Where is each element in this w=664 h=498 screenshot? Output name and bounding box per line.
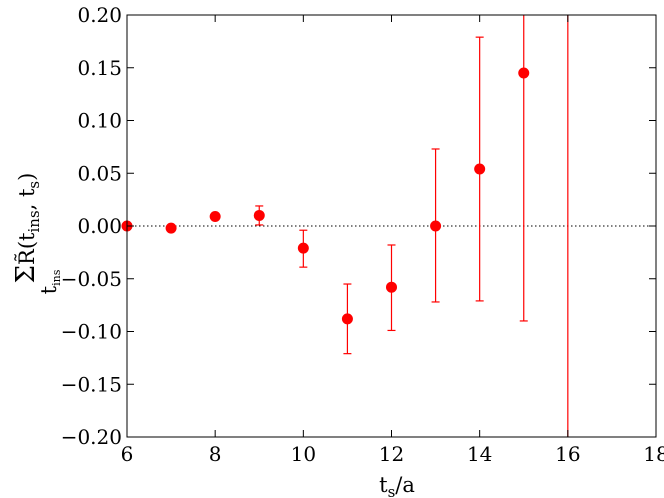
data-point xyxy=(386,281,397,293)
y-tick-label: 0.10 xyxy=(77,109,122,133)
x-tick-label: 12 xyxy=(379,442,404,466)
y-tick-label: 0.15 xyxy=(77,56,122,80)
y-tick-label: 0.05 xyxy=(77,161,122,185)
x-tick-label: 8 xyxy=(209,442,222,466)
y-tick-label: 0.00 xyxy=(77,214,122,238)
x-axis-label: ts/a xyxy=(379,473,415,498)
data-point xyxy=(209,211,221,223)
points-layer xyxy=(121,67,530,325)
x-tick-label: 10 xyxy=(291,442,316,466)
data-point xyxy=(430,220,442,232)
data-point xyxy=(474,163,486,175)
x-tick-label: 6 xyxy=(121,442,134,466)
y-tick-label: −0.15 xyxy=(61,372,122,396)
y-tick-label: −0.05 xyxy=(61,267,122,291)
y-axis-label: ΣR̃(tins, ts) tins xyxy=(11,173,63,295)
y-tick-label: −0.20 xyxy=(61,425,122,449)
data-point xyxy=(518,67,530,79)
data-point xyxy=(297,242,309,254)
ticks-layer: 6 8 10 12 14 16 18 0.20 0.15 0.10 0.05 0.00 −0.05 −0.… xyxy=(61,3,664,466)
svg-text:ΣR̃(tins, ts): ΣR̃(tins, ts) xyxy=(11,173,43,284)
y-tick-label: 0.20 xyxy=(77,3,122,27)
data-point xyxy=(341,313,353,325)
y-tick-label: −0.10 xyxy=(61,320,122,344)
x-tick-label: 16 xyxy=(555,442,580,466)
data-point xyxy=(165,222,177,234)
x-tick-label: 14 xyxy=(467,442,492,466)
errorbar-layer xyxy=(211,15,569,437)
data-point xyxy=(253,209,265,221)
x-tick-label: 18 xyxy=(643,442,664,466)
